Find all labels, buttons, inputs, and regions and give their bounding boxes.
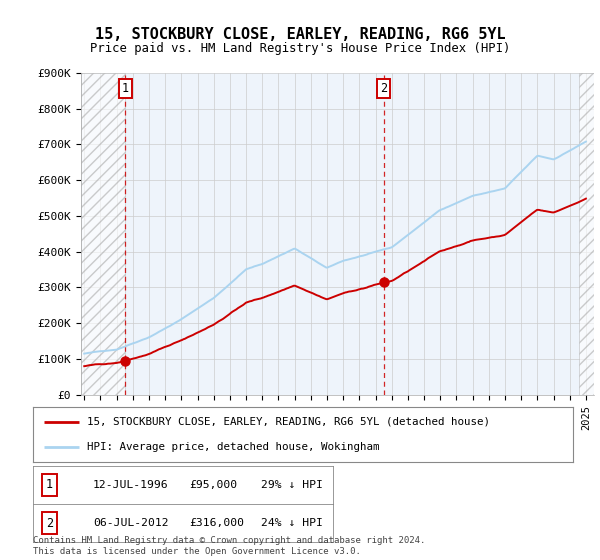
- Text: HPI: Average price, detached house, Wokingham: HPI: Average price, detached house, Woki…: [87, 442, 380, 452]
- Text: Price paid vs. HM Land Registry's House Price Index (HPI): Price paid vs. HM Land Registry's House …: [90, 42, 510, 55]
- Text: 12-JUL-1996: 12-JUL-1996: [93, 480, 169, 490]
- Text: 24% ↓ HPI: 24% ↓ HPI: [261, 518, 323, 528]
- Text: 2: 2: [46, 516, 53, 530]
- Text: £316,000: £316,000: [189, 518, 244, 528]
- Text: 06-JUL-2012: 06-JUL-2012: [93, 518, 169, 528]
- Text: £95,000: £95,000: [189, 480, 237, 490]
- Bar: [579, 73, 594, 395]
- Text: 1: 1: [122, 82, 129, 95]
- Bar: [81, 73, 125, 395]
- Text: 15, STOCKBURY CLOSE, EARLEY, READING, RG6 5YL: 15, STOCKBURY CLOSE, EARLEY, READING, RG…: [95, 27, 505, 42]
- Text: 1: 1: [46, 478, 53, 492]
- Text: 2: 2: [380, 82, 388, 95]
- Text: 15, STOCKBURY CLOSE, EARLEY, READING, RG6 5YL (detached house): 15, STOCKBURY CLOSE, EARLEY, READING, RG…: [87, 417, 490, 427]
- Text: 29% ↓ HPI: 29% ↓ HPI: [261, 480, 323, 490]
- Text: Contains HM Land Registry data © Crown copyright and database right 2024.
This d: Contains HM Land Registry data © Crown c…: [33, 536, 425, 556]
